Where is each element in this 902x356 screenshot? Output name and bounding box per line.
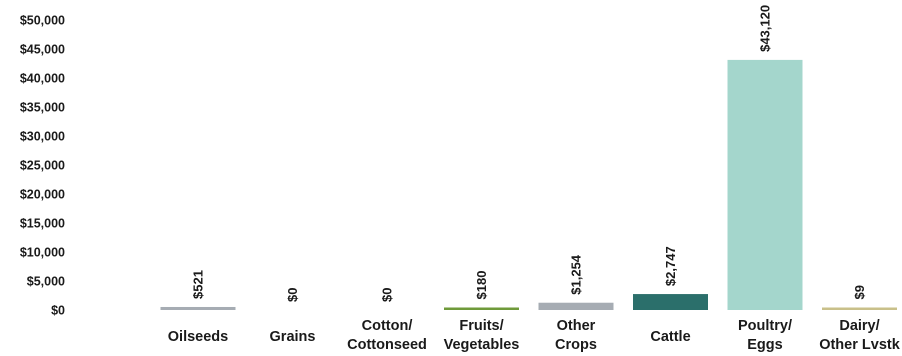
category-label: Cattle: [650, 329, 690, 345]
data-label: $9: [852, 285, 867, 299]
bar: [160, 306, 236, 310]
y-tick-label: $25,000: [20, 159, 65, 173]
category-label: Cotton/: [362, 318, 413, 334]
data-label: $0: [380, 288, 395, 302]
y-tick-label: $20,000: [20, 188, 65, 202]
bar: [444, 307, 519, 310]
data-label: $2,747: [663, 246, 678, 286]
category-label: Oilseeds: [168, 329, 228, 345]
y-axis: $0 $5,000 $10,000 $15,000 $20,000 $25,000 $30,…: [20, 14, 65, 318]
bar: [727, 59, 803, 311]
category-label: Dairy/: [839, 318, 879, 334]
y-tick-label: $50,000: [20, 14, 65, 28]
data-label: $1,254: [569, 254, 584, 295]
category-label: Other: [557, 318, 596, 334]
y-tick-label: $15,000: [20, 217, 65, 231]
y-tick-label: $35,000: [20, 101, 65, 115]
y-tick-label: $5,000: [27, 275, 65, 289]
y-tick-label: $10,000: [20, 246, 65, 260]
category-label: Crops: [555, 337, 597, 353]
category-label: Grains: [270, 329, 316, 345]
category-label: Vegetables: [444, 337, 520, 353]
category-label: Poultry/: [738, 318, 792, 334]
category-label: Cottonseed: [347, 337, 427, 353]
y-tick-label: $0: [51, 304, 65, 318]
bar: [538, 302, 614, 310]
bars: [160, 59, 897, 311]
data-label: $180: [474, 271, 489, 300]
x-axis: Oilseeds Grains Cotton/Cottonseed Fruits/Ve…: [168, 318, 901, 353]
y-tick-label: $30,000: [20, 130, 65, 144]
bar: [822, 307, 897, 310]
category-label: Other Lvstk: [819, 337, 901, 353]
y-tick-label: $40,000: [20, 72, 65, 86]
category-label: Eggs: [747, 337, 782, 353]
data-labels: $521 $0 $0 $180 $1,254 $2,747 $43,120 $9: [191, 5, 868, 302]
data-label: $0: [285, 288, 300, 302]
bar: [633, 294, 708, 310]
y-tick-label: $45,000: [20, 43, 65, 57]
data-label: $43,120: [758, 5, 773, 52]
category-label: Fruits/: [459, 318, 503, 334]
data-label: $521: [191, 270, 206, 299]
